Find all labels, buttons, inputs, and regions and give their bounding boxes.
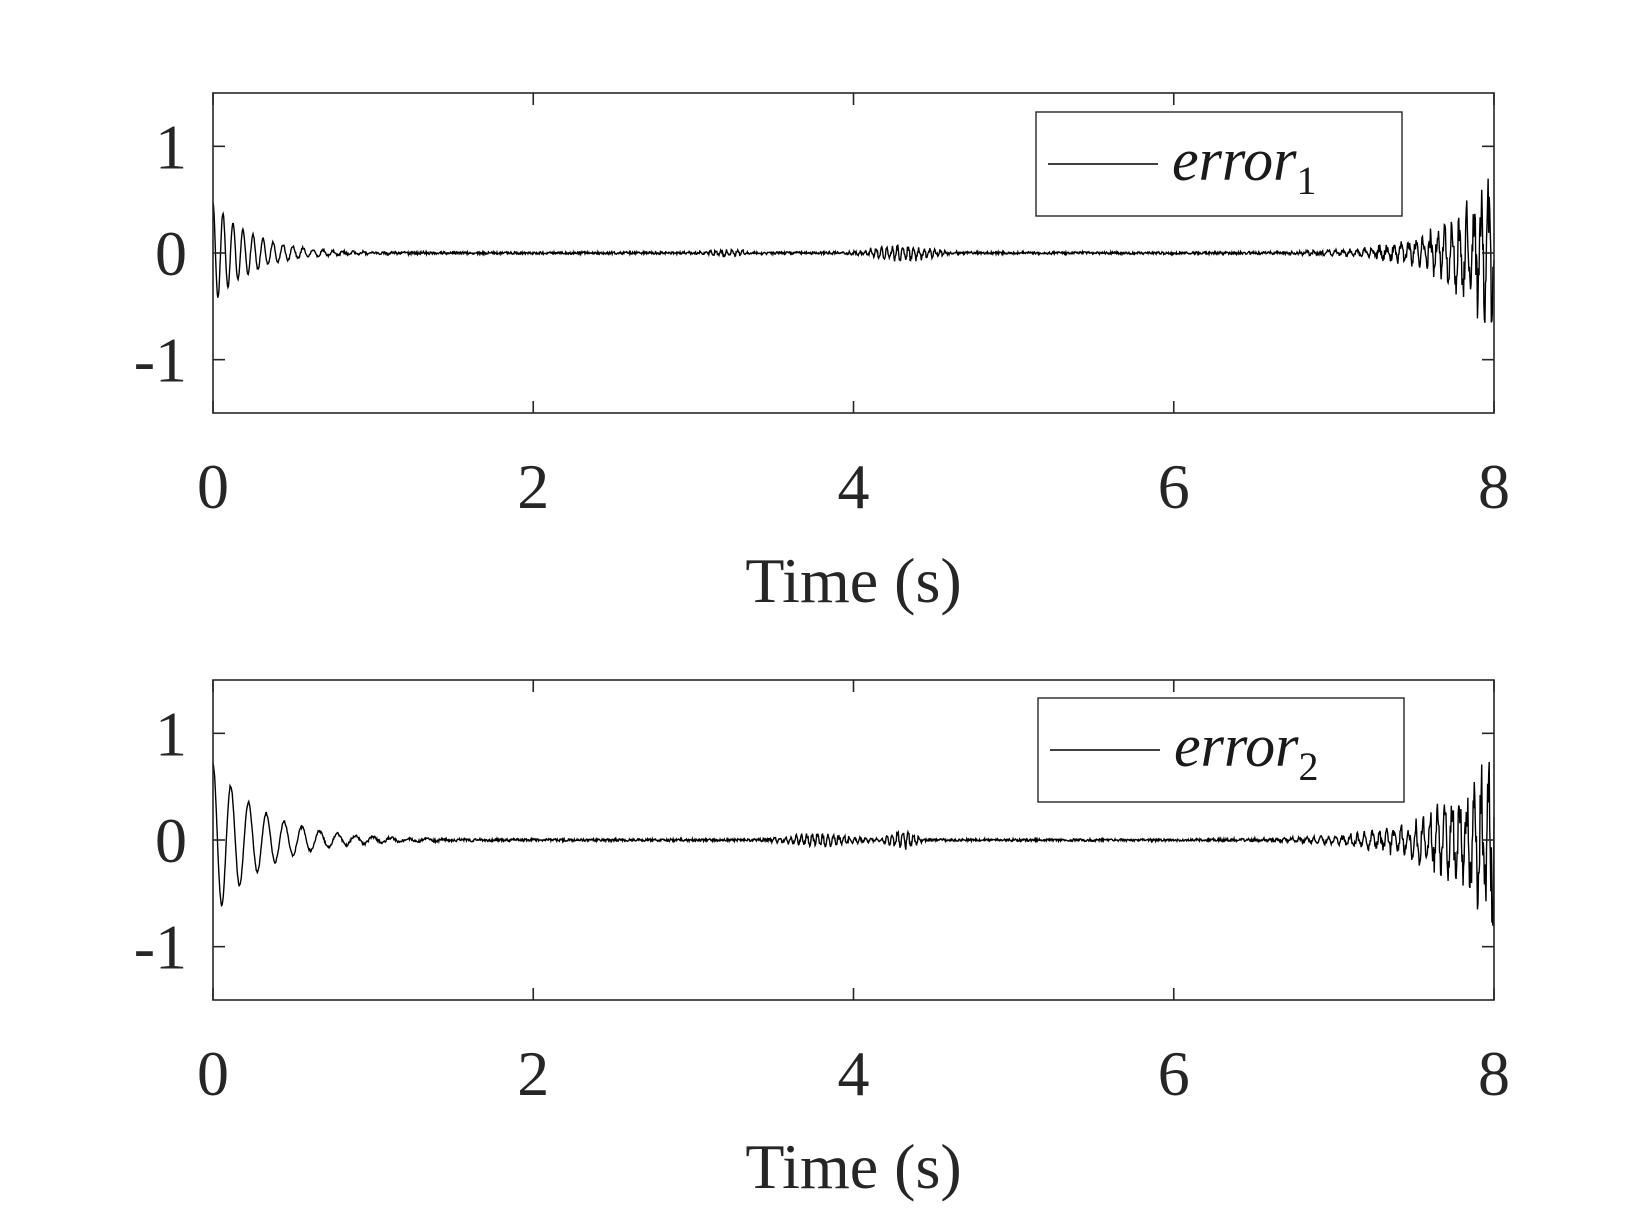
y-tick-label: 1	[155, 111, 187, 182]
x-tick-label: 4	[838, 451, 870, 522]
x-tick-label: 6	[1158, 451, 1190, 522]
legend-label: error2	[1174, 713, 1318, 789]
y-tick-label: 0	[155, 218, 187, 289]
y-tick-label: 1	[155, 698, 187, 769]
series-line	[212, 178, 1495, 323]
legend: error2	[1037, 697, 1405, 803]
x-axis-label: Time (s)	[745, 1131, 961, 1202]
series-line	[212, 761, 1495, 926]
legend: error1	[1035, 111, 1403, 217]
x-axis-label: Time (s)	[745, 545, 961, 616]
legend-label: error1	[1172, 127, 1316, 203]
x-tick-label: 2	[517, 451, 549, 522]
x-tick-label: 0	[197, 451, 229, 522]
y-tick-label: 0	[155, 805, 187, 876]
x-tick-label: 8	[1478, 451, 1510, 522]
x-tick-label: 6	[1158, 1038, 1190, 1109]
x-tick-label: 4	[838, 1038, 870, 1109]
x-tick-label: 0	[197, 1038, 229, 1109]
x-tick-label: 8	[1478, 1038, 1510, 1109]
y-tick-label: -1	[134, 325, 187, 396]
x-tick-label: 2	[517, 1038, 549, 1109]
y-tick-label: -1	[134, 912, 187, 983]
